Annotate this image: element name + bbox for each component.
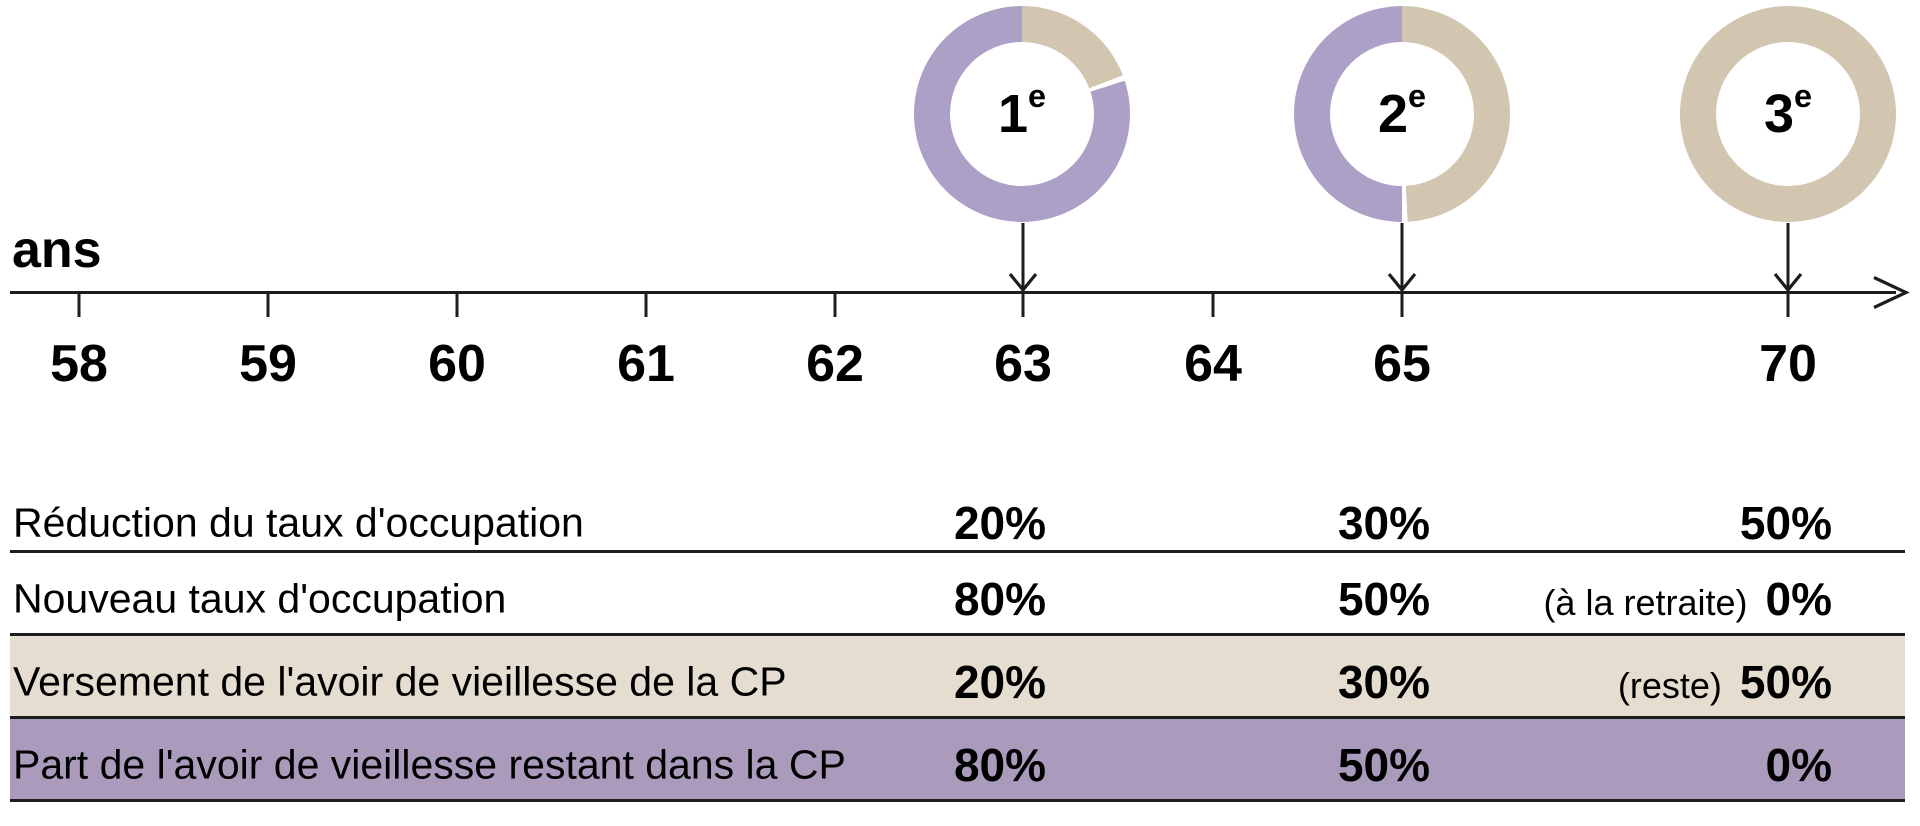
- tick-label-70: 70: [1759, 335, 1817, 393]
- table-row-nouveau-taux: Nouveau taux d'occupation 80% 50% (à la …: [10, 553, 1905, 636]
- value-age70: 0%: [1765, 739, 1832, 791]
- donut-number: 2: [1377, 84, 1409, 144]
- donut-ordinal-suffix: e: [1028, 77, 1047, 114]
- value-age70: 50%: [1739, 497, 1832, 549]
- arrow-down-icon: [1008, 272, 1038, 293]
- value-age63: 20%: [953, 656, 1047, 708]
- axis-unit-label: ans: [12, 221, 102, 279]
- tick-label-64: 64: [1184, 335, 1242, 393]
- value-age63: 80%: [953, 739, 1047, 791]
- table-row-reduction: Réduction du taux d'occupation 20% 30% 5…: [10, 484, 1905, 553]
- value-age63: 20%: [953, 497, 1047, 549]
- tick-marks: [77, 293, 1790, 317]
- value-age70: 50%: [1739, 656, 1832, 708]
- donut-ordinal-suffix: e: [1794, 77, 1813, 114]
- value-age70-note: (à la retraite): [1543, 582, 1748, 623]
- axis-arrowhead-icon: [1873, 276, 1910, 309]
- value-age70: 0%: [1765, 573, 1832, 625]
- tick-label-65: 65: [1373, 335, 1431, 393]
- donut-ordinal-suffix: e: [1408, 77, 1427, 114]
- value-age65: 50%: [1337, 739, 1431, 791]
- arrow-down-icon: [1387, 272, 1417, 293]
- tick-label-60: 60: [428, 335, 486, 393]
- value-age65: 30%: [1337, 656, 1431, 708]
- value-age65: 30%: [1337, 497, 1431, 549]
- arrow-age-70: [1773, 223, 1803, 293]
- table-row-part-restante: Part de l'avoir de vieillesse restant da…: [10, 719, 1905, 802]
- tick-label-61: 61: [617, 335, 675, 393]
- table-row-versement: Versement de l'avoir de vieillesse de la…: [10, 636, 1905, 719]
- tick-label-58: 58: [50, 335, 108, 393]
- value-age65: 50%: [1337, 573, 1431, 625]
- tick-label-59: 59: [239, 335, 297, 393]
- row-label: Part de l'avoir de vieillesse restant da…: [13, 741, 846, 788]
- row-label: Réduction du taux d'occupation: [13, 499, 584, 546]
- donut-number: 1: [997, 84, 1029, 144]
- arrow-down-icon: [1773, 272, 1803, 293]
- row-label: Versement de l'avoir de vieillesse de la…: [13, 658, 787, 705]
- donut-number: 3: [1763, 84, 1795, 144]
- row-label: Nouveau taux d'occupation: [13, 575, 507, 622]
- tick-label-63: 63: [994, 335, 1052, 393]
- value-age63: 80%: [953, 573, 1047, 625]
- tick-label-62: 62: [806, 335, 864, 393]
- arrow-age-63: [1008, 223, 1038, 293]
- arrow-age-65: [1387, 223, 1417, 293]
- value-age70-note: (reste): [1617, 665, 1722, 706]
